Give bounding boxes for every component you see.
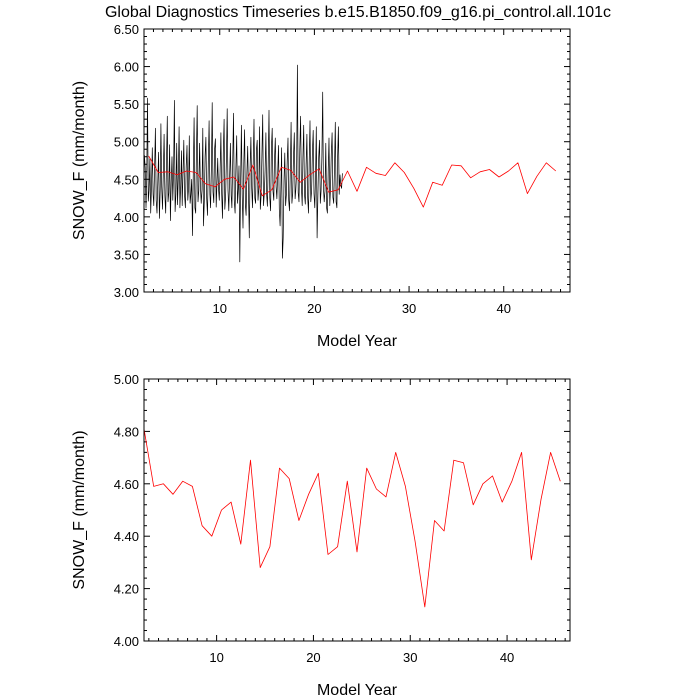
top-panel-tick-labels: 10 20 30 40 3.00 3.50 4.00 4.50 5.00 5.50 6.00 6.50: [114, 22, 511, 316]
top-panel-series: [144, 64, 557, 263]
top-panel-y-tick-label: 5.00: [114, 135, 139, 150]
top-panel-ticks: [143, 28, 571, 293]
top-panel-y-axis-label: SNOW_F (mm/month): [71, 81, 88, 240]
bottom-panel-series-annual-mean: [143, 428, 561, 608]
top-panel-x-tick-label: 40: [496, 301, 510, 316]
top-panel-y-tick-label: 6.00: [114, 60, 139, 75]
bottom-panel-y-axis-label: SNOW_F (mm/month): [71, 430, 88, 589]
bottom-panel-ticks: [144, 378, 570, 642]
top-panel-x-axis-label: Model Year: [317, 333, 398, 350]
bottom-panel-x-axis-label: Model Year: [317, 682, 398, 699]
bottom-panel-x-tick-label: 30: [403, 650, 417, 665]
top-panel-x-tick-label: 30: [402, 301, 416, 316]
top-panel: 10 20 30 40 3.00 3.50 4.00 4.50 5.00 5.50 6.00 6.50…: [71, 22, 571, 350]
top-panel-y-tick-label: 4.00: [114, 210, 139, 225]
bottom-panel-y-tick-label: 4.40: [114, 529, 139, 544]
top-panel-y-tick-label: 3.00: [114, 285, 139, 300]
top-panel-y-tick-label: 5.50: [114, 97, 139, 112]
bottom-panel-x-tick-label: 40: [500, 650, 514, 665]
bottom-panel-y-tick-label: 4.60: [114, 477, 139, 492]
bottom-panel-x-tick-label: 10: [209, 650, 223, 665]
top-panel-y-tick-label: 6.50: [114, 22, 139, 37]
top-panel-series-annual-mean: [148, 155, 557, 208]
top-panel-x-tick-label: 10: [212, 301, 226, 316]
top-panel-series-monthly: [144, 64, 343, 263]
bottom-panel-tick-labels: 10 20 30 40 4.00 4.20 4.40 4.60 4.80 5.00: [114, 372, 515, 665]
bottom-panel-y-tick-label: 4.20: [114, 582, 139, 597]
bottom-panel-y-tick-label: 4.00: [114, 634, 139, 649]
bottom-panel-y-tick-label: 4.80: [114, 424, 139, 439]
figure-title: Global Diagnostics Timeseries b.e15.B185…: [105, 4, 611, 21]
bottom-panel-series: [143, 428, 561, 608]
top-panel-frame: [143, 28, 571, 293]
top-panel-y-tick-label: 3.50: [114, 247, 139, 262]
bottom-panel-frame: [143, 378, 571, 642]
top-panel-y-tick-label: 4.50: [114, 172, 139, 187]
bottom-panel: 10 20 30 40 4.00 4.20 4.40 4.60 4.80 5.00 Model Y…: [71, 372, 571, 699]
top-panel-x-tick-label: 20: [307, 301, 321, 316]
bottom-panel-x-tick-label: 20: [306, 650, 320, 665]
bottom-panel-y-tick-label: 5.00: [114, 372, 139, 387]
